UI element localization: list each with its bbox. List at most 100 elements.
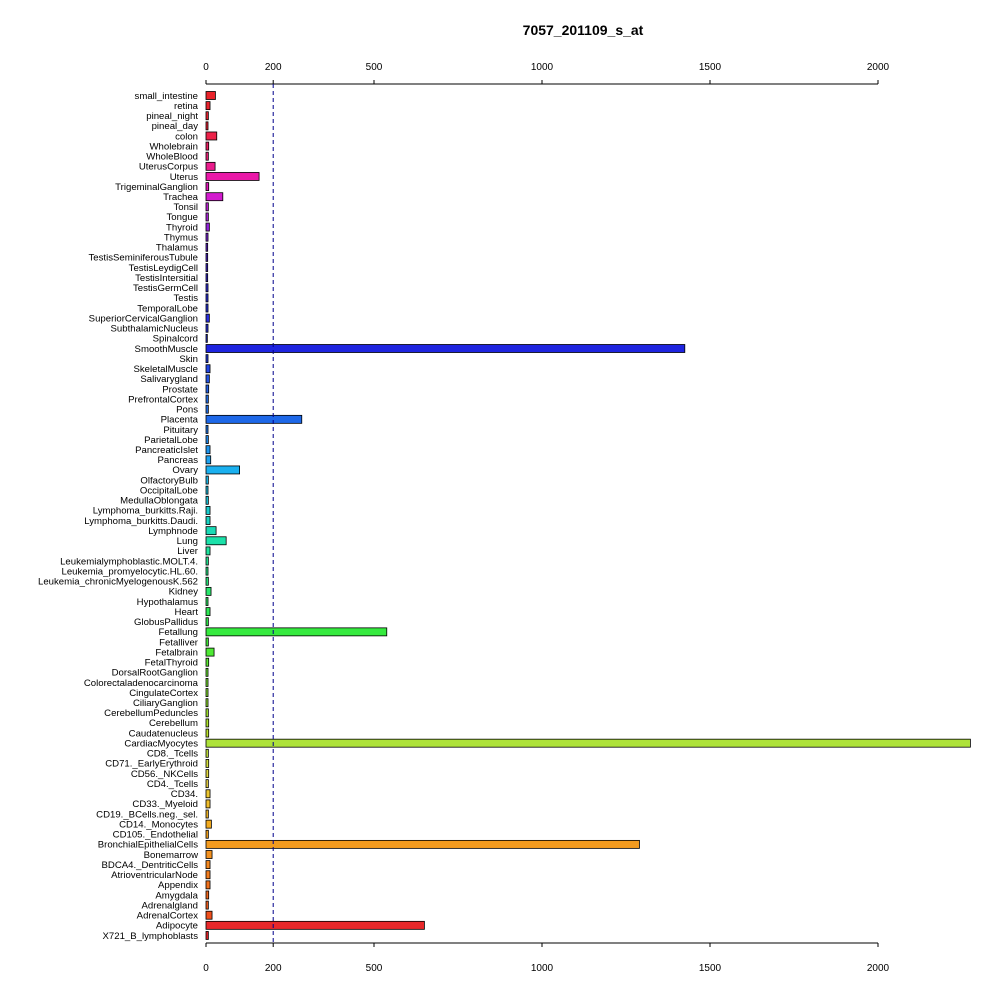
bottom-x-tick-label: 500 bbox=[366, 963, 383, 974]
top-x-tick-label: 500 bbox=[366, 62, 383, 73]
bar-Leukemialymphoblastic.MOLT.4. bbox=[205, 556, 209, 566]
bar-CD8._Tcells bbox=[205, 748, 209, 758]
category-label: CD19._BCells.neg._sel. bbox=[96, 809, 198, 820]
bar-OlfactoryBulb bbox=[205, 475, 209, 485]
category-label: X721_B_lymphoblasts bbox=[103, 931, 199, 942]
category-label: SubthalamicNucleus bbox=[111, 324, 199, 335]
bar-Tongue bbox=[205, 212, 209, 222]
bar-Adrenalgland bbox=[205, 900, 209, 910]
bar-ParietalLobe bbox=[205, 435, 209, 444]
category-label: Lymphoma_burkitts.Daudi. bbox=[84, 516, 198, 527]
top-x-tick-label: 1500 bbox=[699, 62, 722, 73]
category-label: PancreaticIslet bbox=[135, 445, 198, 456]
bar-Lymphoma_burkitts.Raji. bbox=[205, 506, 211, 515]
bar-CerebellumPeduncles bbox=[205, 708, 209, 718]
bar-CD14._Monocytes bbox=[205, 819, 212, 829]
bar-X721_B_lymphoblasts bbox=[205, 931, 209, 940]
bar-CardiacMyocytes bbox=[205, 738, 971, 748]
category-label: CiliaryGanglion bbox=[133, 698, 198, 709]
category-label: Pancreas bbox=[157, 455, 198, 466]
top-x-axis: 0 200 500 1000 1500 2000 bbox=[203, 62, 890, 85]
bar-Prostate bbox=[205, 384, 210, 394]
category-label: pineal_night bbox=[146, 111, 198, 122]
bar-small_intestine bbox=[205, 91, 216, 100]
category-label: CD56._NKCells bbox=[131, 769, 198, 780]
bar-Wholebrain bbox=[205, 141, 210, 151]
bar-GlobusPallidus bbox=[205, 617, 209, 627]
category-label: Liver bbox=[177, 546, 199, 557]
category-label: Amygdala bbox=[155, 890, 198, 901]
bar-CD4._Tcells bbox=[205, 779, 209, 789]
category-label: DorsalRootGanglion bbox=[112, 668, 198, 679]
category-label: BDCA4._DentriticCells bbox=[102, 860, 199, 871]
bar-TestisGermCell bbox=[205, 283, 209, 293]
category-label: colon bbox=[175, 131, 198, 142]
category-label: Adipocyte bbox=[156, 921, 198, 932]
bar-pineal_day bbox=[205, 121, 209, 131]
bar-Hypothalamus bbox=[205, 597, 209, 606]
chart-title: 7057_201109_s_at bbox=[523, 22, 644, 38]
bottom-x-axis: 0 200 500 1000 1500 2000 bbox=[203, 942, 890, 974]
category-label: TemporalLobe bbox=[137, 303, 198, 314]
category-label: Fetalbrain bbox=[155, 647, 198, 658]
bar-AdrenalCortex bbox=[205, 910, 213, 920]
bar-FetalThyroid bbox=[205, 657, 210, 667]
category-label: Cerebellum bbox=[149, 718, 198, 729]
category-label: TestisSeminiferousTubule bbox=[89, 253, 199, 264]
bar-Placenta bbox=[205, 414, 303, 424]
category-label: Caudatenucleus bbox=[129, 728, 199, 739]
bar-series bbox=[205, 91, 971, 940]
bar-PancreaticIslet bbox=[205, 445, 211, 455]
category-label: BronchialEpithelialCells bbox=[98, 840, 198, 851]
bar-UterusCorpus bbox=[205, 161, 216, 171]
bar-Trachea bbox=[205, 192, 224, 202]
bottom-x-tick-label: 1500 bbox=[699, 963, 722, 974]
category-label: TestisLeydigCell bbox=[129, 263, 198, 274]
bar-Ovary bbox=[205, 465, 240, 475]
bottom-x-tick-label: 1000 bbox=[531, 963, 554, 974]
category-label: SmoothMuscle bbox=[135, 344, 198, 355]
bar-TestisLeydigCell bbox=[205, 263, 209, 272]
bottom-x-tick-label: 2000 bbox=[867, 963, 890, 974]
bar-Lung bbox=[205, 536, 227, 546]
category-label: Salivarygland bbox=[140, 374, 198, 385]
category-label: MedullaOblongata bbox=[120, 496, 199, 507]
bar-pineal_night bbox=[205, 111, 209, 121]
category-label: Fetalliver bbox=[159, 637, 199, 648]
bar-Fetallung bbox=[205, 627, 388, 637]
bar-CD71._EarlyErythroid bbox=[205, 759, 210, 768]
category-label: Hypothalamus bbox=[137, 597, 199, 608]
category-label: Placenta bbox=[161, 415, 199, 426]
bar-TemporalLobe bbox=[205, 303, 209, 313]
bar-OccipitalLobe bbox=[205, 485, 209, 495]
category-label: Testis bbox=[173, 293, 198, 304]
bar-CD19._BCells.neg._sel. bbox=[205, 809, 209, 819]
bar-Liver bbox=[205, 546, 211, 556]
bar-TrigeminalGanglion bbox=[205, 182, 210, 191]
category-label: TrigeminalGanglion bbox=[115, 182, 198, 193]
bar-Lymphoma_burkitts.Daudi. bbox=[205, 516, 211, 525]
bar-Salivarygland bbox=[205, 374, 210, 384]
bar-Thyroid bbox=[205, 222, 210, 232]
category-label: CerebellumPeduncles bbox=[104, 708, 198, 719]
bar-SkeletalMuscle bbox=[205, 364, 211, 374]
category-label: SuperiorCervicalGanglion bbox=[89, 313, 198, 324]
bar-SmoothMuscle bbox=[205, 344, 686, 353]
bottom-x-tick-label: 200 bbox=[265, 963, 282, 974]
category-label: Pituitary bbox=[163, 425, 198, 436]
bar-TestisSeminiferousTubule bbox=[205, 253, 209, 262]
category-label: Colorectaladenocarcinoma bbox=[84, 678, 199, 689]
category-label: TestisIntersitial bbox=[135, 273, 198, 284]
bar-Thalamus bbox=[205, 242, 209, 252]
bar-Leukemia_promyelocytic.HL.60. bbox=[205, 566, 209, 576]
category-label: UterusCorpus bbox=[139, 162, 198, 173]
category-label: GlobusPallidus bbox=[134, 617, 198, 628]
category-label: CD4._Tcells bbox=[147, 779, 198, 790]
bar-Kidney bbox=[205, 586, 212, 596]
bar-AtrioventricularNode bbox=[205, 870, 211, 880]
category-label: OccipitalLobe bbox=[140, 485, 198, 496]
category-label: Thalamus bbox=[156, 243, 198, 254]
bottom-x-tick-label: 0 bbox=[203, 963, 209, 974]
top-x-tick-label: 0 bbox=[203, 62, 209, 73]
bar-Amygdala bbox=[205, 890, 210, 900]
